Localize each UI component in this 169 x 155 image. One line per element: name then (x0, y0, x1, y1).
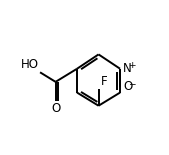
Text: +: + (128, 61, 136, 70)
Text: −: − (128, 79, 136, 88)
Text: O: O (52, 102, 61, 115)
Text: F: F (101, 75, 107, 88)
Text: HO: HO (21, 58, 39, 71)
Text: N: N (123, 62, 132, 75)
Text: O: O (123, 80, 132, 93)
